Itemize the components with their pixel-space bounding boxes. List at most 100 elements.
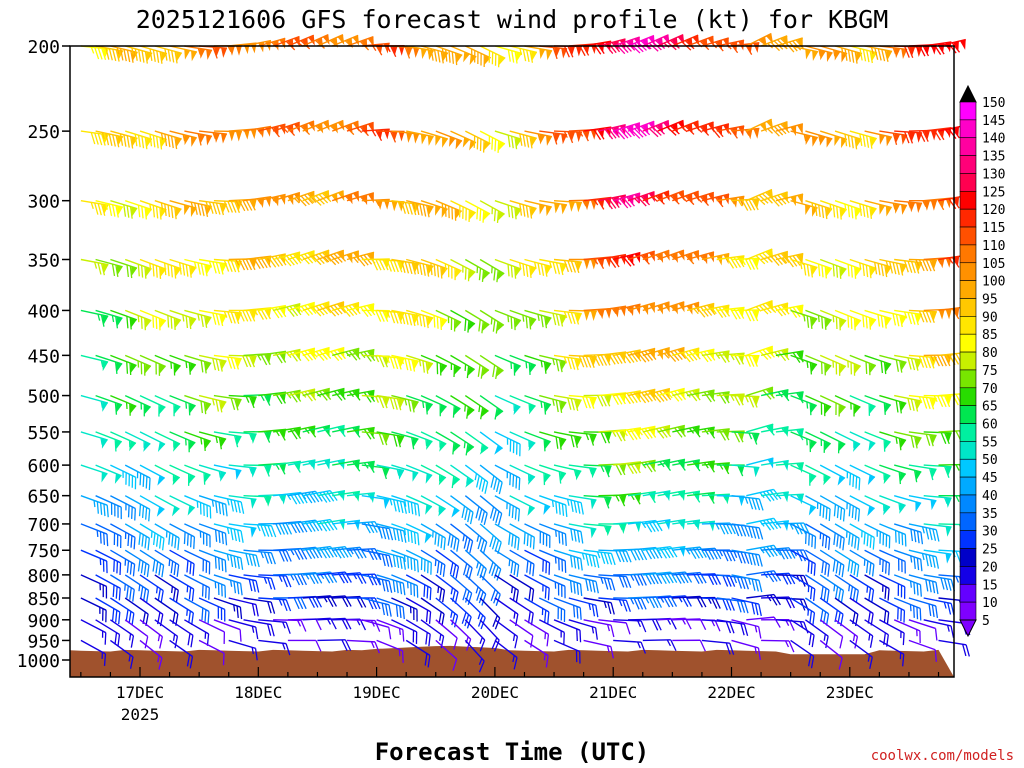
wind-barb [331, 190, 360, 205]
wind-barb [716, 430, 745, 443]
wind-barb [213, 574, 243, 596]
wind-barb [805, 574, 830, 603]
wind-barb [834, 464, 861, 491]
y-tick-label: 350 [27, 250, 60, 271]
wind-barb [272, 348, 302, 362]
wind-barb [184, 394, 212, 415]
wind-barb [864, 431, 891, 452]
wind-barb [657, 424, 686, 438]
wind-barb [790, 431, 817, 453]
wind-barb [243, 464, 272, 477]
wind-barb [184, 574, 210, 600]
wind-barb [317, 387, 346, 401]
colorbar-label: 135 [982, 150, 1005, 165]
wind-barb [583, 639, 615, 659]
wind-barb [243, 549, 276, 565]
wind-barb [613, 639, 647, 654]
y-tick-label: 900 [27, 611, 60, 632]
wind-barb [110, 619, 135, 648]
wind-barb [80, 549, 108, 574]
wind-barb [524, 523, 551, 548]
wind-barb [731, 127, 760, 140]
wind-barb [80, 464, 108, 483]
wind-barb [198, 258, 227, 275]
wind-barb [539, 394, 567, 413]
wind-barb [420, 354, 448, 376]
wind-barb [479, 130, 506, 153]
wind-barb [731, 198, 760, 211]
wind-barb [406, 130, 434, 146]
wind-barb [613, 492, 642, 505]
wind-barb [361, 523, 394, 541]
wind-barb [154, 464, 181, 486]
colorbar-label: 40 [982, 489, 998, 504]
wind-barb [539, 309, 567, 327]
x-tick-label: 17DEC [116, 683, 164, 702]
wind-barb [539, 549, 567, 573]
colorbar-swatch [959, 548, 977, 567]
wind-barb [672, 388, 701, 402]
wind-barb [479, 258, 505, 283]
wind-barb [790, 619, 815, 648]
plot-frame [69, 45, 955, 678]
wind-barb [716, 464, 745, 477]
wind-barb [95, 354, 123, 374]
wind-barb [553, 597, 582, 620]
wind-barb [657, 458, 686, 471]
wind-barb [494, 464, 521, 491]
wind-barb [553, 258, 582, 274]
wind-barb [539, 130, 568, 145]
wind-barb [302, 424, 332, 437]
colorbar-swatch [959, 101, 977, 121]
wind-barb [110, 394, 137, 416]
wind-barb [938, 639, 970, 657]
wind-barb [642, 190, 670, 205]
wind-barb [317, 190, 345, 204]
wind-barb [124, 464, 151, 491]
wind-barb [450, 574, 473, 606]
wind-barb [95, 394, 123, 415]
wind-barb [95, 130, 124, 148]
wind-barb [435, 394, 461, 418]
wind-barb [464, 130, 491, 153]
wind-barb [420, 431, 447, 452]
wind-barb [627, 120, 655, 139]
wind-barb [420, 597, 445, 626]
wind-barb [731, 257, 760, 270]
wind-barb [154, 523, 180, 550]
y-tick-label: 450 [27, 346, 60, 367]
colorbar-swatch [959, 280, 977, 299]
wind-barb [169, 45, 198, 62]
wind-barb [139, 495, 165, 517]
wind-barb [95, 597, 121, 625]
wind-barb [524, 639, 549, 668]
wind-barb [568, 619, 598, 640]
colorbar-label: 5 [982, 614, 990, 629]
terrain-fill [70, 645, 954, 677]
wind-barb [287, 120, 315, 136]
wind-barb [790, 574, 816, 602]
wind-barb [893, 523, 924, 545]
wind-barb [790, 258, 818, 278]
wind-barb [169, 597, 194, 625]
wind-barb [95, 309, 123, 329]
colorbar-swatch [959, 137, 977, 156]
colorbar-swatch [959, 441, 977, 460]
x-axis-label: Forecast Time (UTC) [375, 738, 650, 766]
wind-barb [110, 354, 137, 376]
wind-barb [361, 495, 390, 510]
colorbar-label: 145 [982, 114, 1005, 129]
wind-barb [391, 597, 418, 622]
wind-barb [273, 520, 308, 534]
colorbar-label: 70 [982, 382, 998, 397]
colorbar-label: 65 [982, 400, 998, 415]
wind-barb [258, 639, 291, 656]
wind-barb [908, 619, 938, 641]
wind-barb [672, 519, 701, 531]
wind-barb [819, 619, 844, 649]
wind-barb [775, 252, 805, 268]
wind-barb [198, 574, 227, 598]
wind-barb [450, 200, 476, 222]
wind-barb [479, 354, 504, 380]
wind-barb [672, 639, 706, 652]
